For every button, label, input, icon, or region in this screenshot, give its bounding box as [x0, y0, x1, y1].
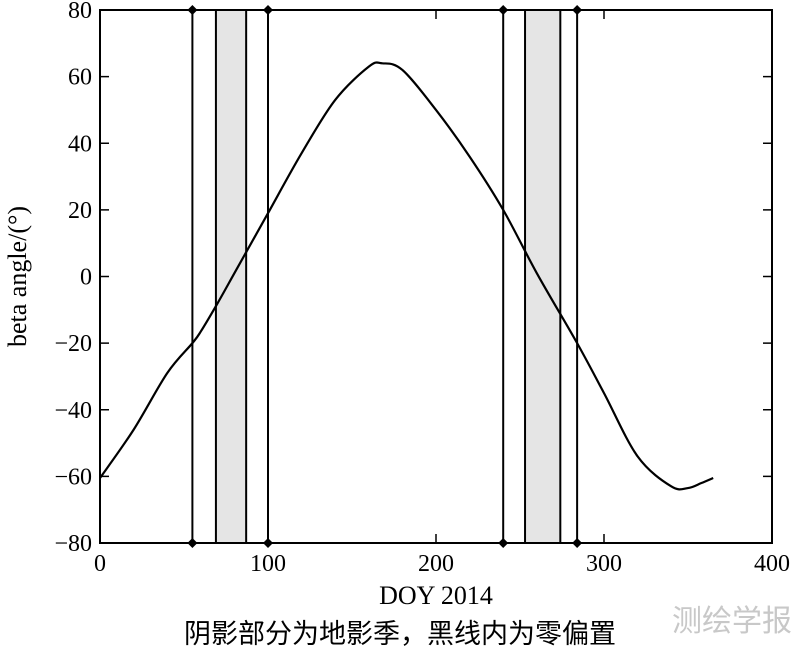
line-end-marker [572, 538, 583, 548]
y-tick-label: −60 [54, 464, 92, 490]
y-tick-label: −40 [54, 398, 92, 424]
x-tick-label: 200 [418, 551, 454, 577]
line-end-marker [263, 538, 273, 548]
line-markers [187, 5, 583, 548]
line-end-marker [572, 5, 583, 15]
line-end-marker [263, 5, 273, 15]
line-end-marker [498, 5, 509, 15]
y-tick-label: 0 [80, 265, 92, 291]
y-tick-label: 40 [68, 131, 92, 157]
plot-frame [99, 9, 773, 544]
y-tick-label: −80 [54, 531, 92, 557]
x-tick-labels: 0 100 200 300 400 [94, 551, 790, 577]
x-axis-label: DOY 2014 [379, 581, 493, 610]
x-tick-label: 100 [250, 551, 286, 577]
vertical-lines [191, 10, 579, 543]
y-tick-label: −20 [54, 331, 92, 357]
y-axis-label: beta angle/(°) [3, 206, 32, 347]
y-tick-label: 20 [68, 198, 92, 224]
y-tick-labels: −80 −60 −40 −20 0 20 40 60 80 [54, 0, 92, 557]
line-end-marker [498, 538, 509, 548]
beta-angle-chart: 0 100 200 300 400 −80 −60 −40 −20 0 20 40 60 80 DOY … [3, 0, 790, 610]
x-tick-label: 400 [754, 551, 790, 577]
beta-angle-curve [99, 61, 714, 491]
line-end-marker [187, 5, 198, 15]
figure-caption: 阴影部分为地影季，黑线内为零偏置 [184, 619, 616, 650]
y-tick-label: 60 [68, 65, 92, 91]
x-tick-label: 300 [586, 551, 622, 577]
watermark: 测绘学报 [672, 604, 792, 639]
line-end-marker [187, 538, 198, 548]
axis-ticks [99, 9, 773, 544]
x-tick-label: 0 [94, 551, 106, 577]
eclipse-season-region [525, 10, 561, 543]
eclipse-shading [215, 10, 561, 543]
eclipse-season-region [215, 10, 247, 543]
y-tick-label: 80 [68, 0, 92, 24]
